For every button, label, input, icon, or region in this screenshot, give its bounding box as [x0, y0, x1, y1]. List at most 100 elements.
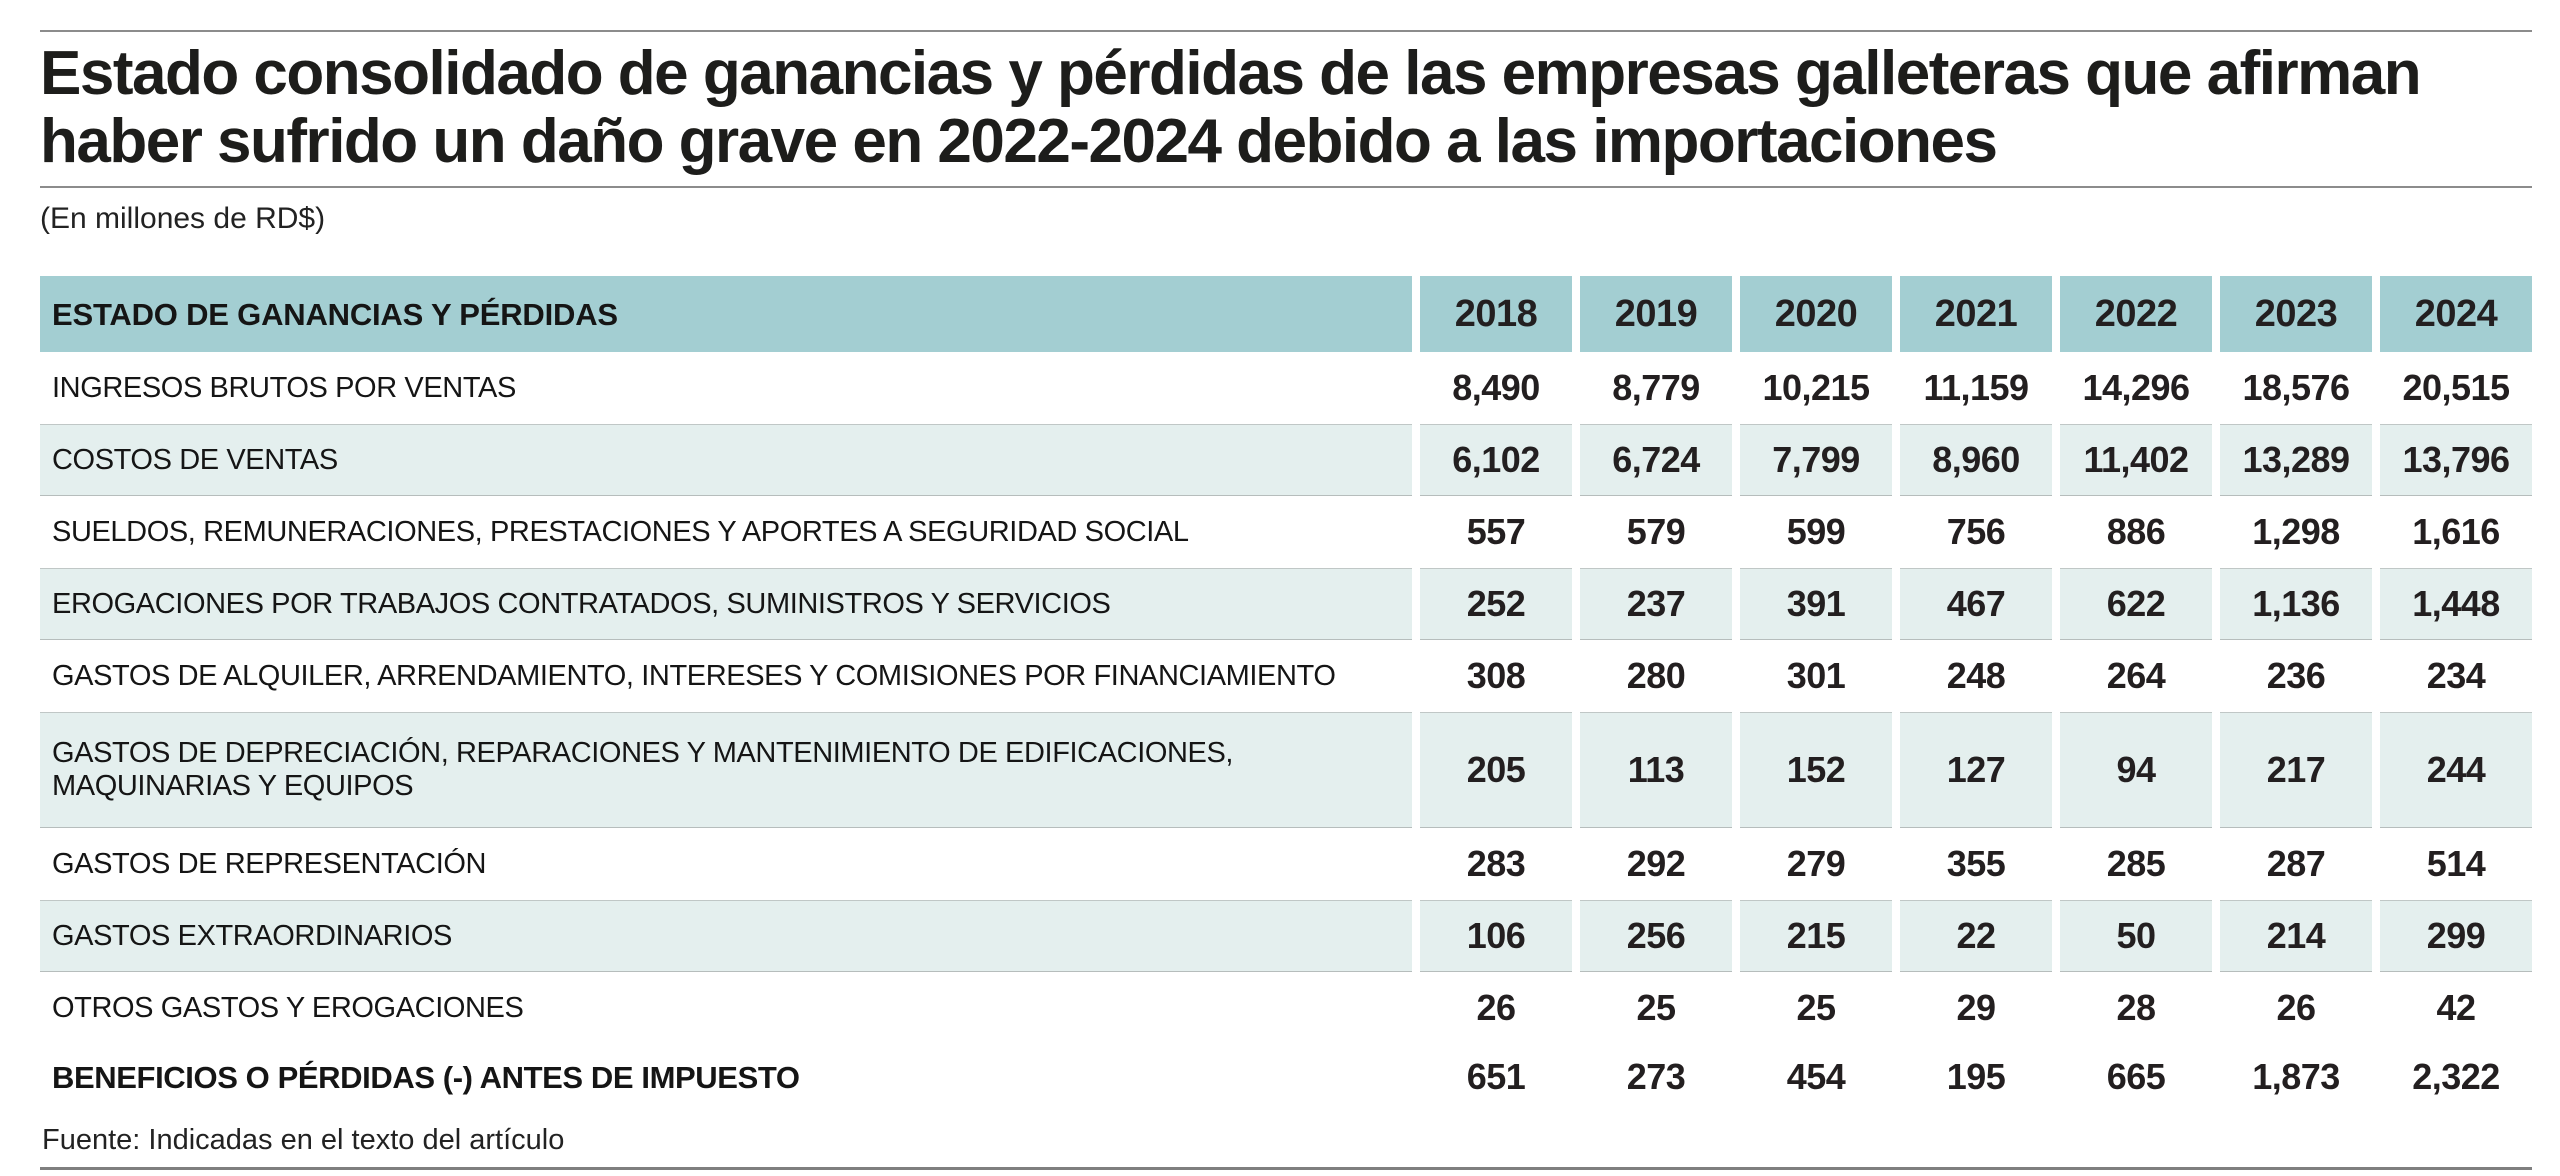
table-row: GASTOS EXTRAORDINARIOS 106 256 215 22 50… — [40, 900, 2532, 973]
value-cell: 25 — [1636, 987, 1676, 1029]
value-cell: 205 — [1420, 712, 1572, 829]
value-cell: 256 — [1580, 900, 1732, 973]
value-cell: 113 — [1580, 712, 1732, 829]
table-row: SUELDOS, REMUNERACIONES, PRESTACIONES Y … — [40, 499, 2532, 565]
value-cell: 2,322 — [2412, 1056, 2500, 1098]
value-cell: 50 — [2060, 900, 2212, 973]
value-cell: 13,289 — [2220, 424, 2372, 497]
row-label: GASTOS EXTRAORDINARIOS — [40, 900, 1412, 973]
year-column-header: 2018 — [1420, 276, 1572, 353]
value-cell: 599 — [1786, 511, 1846, 553]
value-cell: 11,402 — [2060, 424, 2212, 497]
value-cell: 152 — [1740, 712, 1892, 829]
value-cell: 665 — [2106, 1056, 2166, 1098]
value-cell: 42 — [2436, 987, 2476, 1029]
value-cell: 287 — [2266, 843, 2326, 885]
value-cell: 234 — [2426, 655, 2486, 697]
row-label: GASTOS DE DEPRECIACIÓN, REPARACIONES Y M… — [40, 712, 1412, 829]
value-cell: 1,136 — [2220, 568, 2372, 641]
value-cell: 14,296 — [2082, 367, 2190, 409]
value-cell: 237 — [1580, 568, 1732, 641]
value-cell: 514 — [2426, 843, 2486, 885]
value-cell: 214 — [2220, 900, 2372, 973]
value-cell: 26 — [1476, 987, 1516, 1029]
value-cell: 13,796 — [2380, 424, 2532, 497]
top-divider — [40, 30, 2532, 32]
value-cell: 8,779 — [1612, 367, 1700, 409]
value-cell: 6,102 — [1420, 424, 1572, 497]
value-cell: 22 — [1900, 900, 2052, 973]
unit-subtitle: (En millones de RD$) — [40, 202, 326, 236]
value-cell: 94 — [2060, 712, 2212, 829]
value-cell: 279 — [1786, 843, 1846, 885]
value-cell: 273 — [1626, 1056, 1686, 1098]
row-label: SUELDOS, REMUNERACIONES, PRESTACIONES Y … — [52, 515, 1189, 548]
table-header-label: ESTADO DE GANANCIAS Y PÉRDIDAS — [40, 276, 1412, 353]
value-cell: 285 — [2106, 843, 2166, 885]
value-cell: 28 — [2116, 987, 2156, 1029]
table-header-row: ESTADO DE GANANCIAS Y PÉRDIDAS 2018 2019… — [40, 276, 2532, 353]
value-cell: 355 — [1946, 843, 2006, 885]
table-row-total: BENEFICIOS O PÉRDIDAS (-) ANTES DE IMPUE… — [40, 1044, 2532, 1110]
value-cell: 7,799 — [1740, 424, 1892, 497]
value-cell: 8,490 — [1452, 367, 1540, 409]
value-cell: 467 — [1900, 568, 2052, 641]
value-cell: 217 — [2220, 712, 2372, 829]
value-cell: 11,159 — [1923, 367, 2029, 409]
value-cell: 25 — [1796, 987, 1836, 1029]
source-note: Fuente: Indicadas en el texto del artícu… — [42, 1124, 565, 1157]
row-label: GASTOS DE REPRESENTACIÓN — [52, 847, 487, 880]
value-cell: 454 — [1786, 1056, 1846, 1098]
table-row: COSTOS DE VENTAS 6,102 6,724 7,799 8,960… — [40, 424, 2532, 497]
value-cell: 1,448 — [2380, 568, 2532, 641]
value-cell: 1,616 — [2412, 511, 2500, 553]
value-cell: 264 — [2106, 655, 2166, 697]
row-label: COSTOS DE VENTAS — [40, 424, 1412, 497]
row-label: OTROS GASTOS Y EROGACIONES — [52, 991, 524, 1024]
value-cell: 215 — [1740, 900, 1892, 973]
bottom-divider — [40, 1167, 2532, 1171]
value-cell: 756 — [1946, 511, 2006, 553]
value-cell: 391 — [1740, 568, 1892, 641]
value-cell: 244 — [2380, 712, 2532, 829]
row-label: EROGACIONES POR TRABAJOS CONTRATADOS, SU… — [40, 568, 1412, 641]
year-column-header: 2019 — [1580, 276, 1732, 353]
value-cell: 622 — [2060, 568, 2212, 641]
value-cell: 292 — [1626, 843, 1686, 885]
table-row: INGRESOS BRUTOS POR VENTAS 8,490 8,779 1… — [40, 355, 2532, 421]
value-cell: 26 — [2276, 987, 2316, 1029]
table-row: OTROS GASTOS Y EROGACIONES 26 25 25 29 2… — [40, 975, 2532, 1041]
value-cell: 6,724 — [1580, 424, 1732, 497]
row-label: INGRESOS BRUTOS POR VENTAS — [52, 371, 516, 404]
value-cell: 651 — [1466, 1056, 1526, 1098]
value-cell: 886 — [2106, 511, 2166, 553]
value-cell: 10,215 — [1762, 367, 1870, 409]
value-cell: 127 — [1900, 712, 2052, 829]
value-cell: 308 — [1466, 655, 1526, 697]
value-cell: 557 — [1466, 511, 1526, 553]
value-cell: 301 — [1786, 655, 1846, 697]
table-row: GASTOS DE DEPRECIACIÓN, REPARACIONES Y M… — [40, 712, 2532, 829]
table-row: GASTOS DE ALQUILER, ARRENDAMIENTO, INTER… — [40, 643, 2532, 709]
table-row: GASTOS DE REPRESENTACIÓN 283 292 279 355… — [40, 831, 2532, 897]
value-cell: 1,298 — [2252, 511, 2340, 553]
page-title: Estado consolidado de ganancias y pérdid… — [40, 39, 2422, 177]
year-column-header: 2021 — [1900, 276, 2052, 353]
row-label: GASTOS DE ALQUILER, ARRENDAMIENTO, INTER… — [52, 659, 1336, 692]
value-cell: 248 — [1946, 655, 2006, 697]
year-column-header: 2020 — [1740, 276, 1892, 353]
year-column-header: 2024 — [2380, 276, 2532, 353]
year-column-header: 2022 — [2060, 276, 2212, 353]
row-label: BENEFICIOS O PÉRDIDAS (-) ANTES DE IMPUE… — [52, 1059, 800, 1095]
value-cell: 195 — [1946, 1056, 2006, 1098]
value-cell: 280 — [1626, 655, 1686, 697]
value-cell: 283 — [1466, 843, 1526, 885]
value-cell: 8,960 — [1900, 424, 2052, 497]
value-cell: 106 — [1420, 900, 1572, 973]
value-cell: 1,873 — [2252, 1056, 2340, 1098]
value-cell: 299 — [2380, 900, 2532, 973]
year-column-header: 2023 — [2220, 276, 2372, 353]
value-cell: 20,515 — [2402, 367, 2510, 409]
value-cell: 18,576 — [2242, 367, 2350, 409]
